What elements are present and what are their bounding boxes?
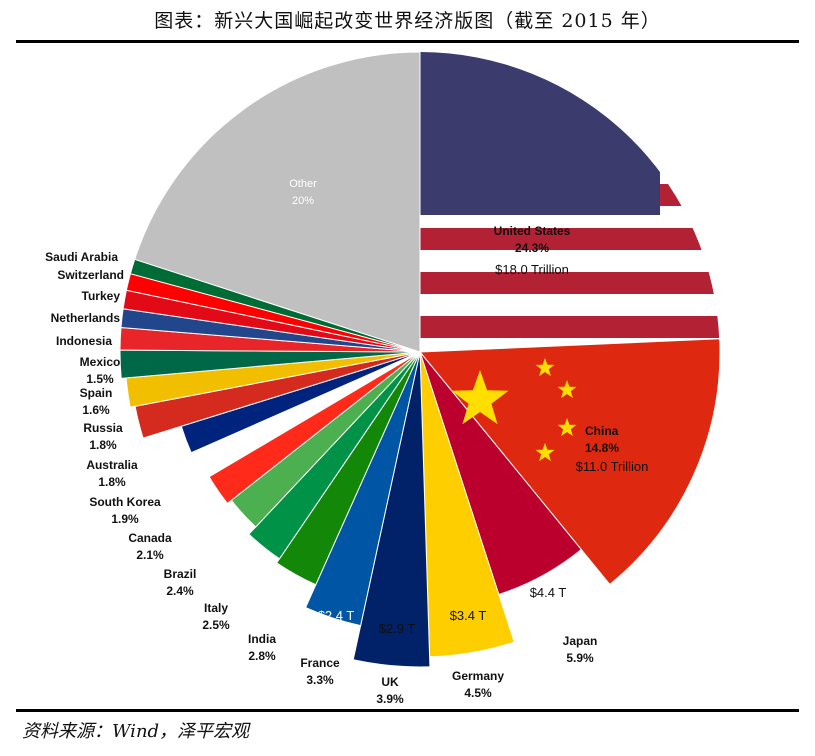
value-china: $11.0 Trillion bbox=[576, 459, 649, 474]
pct-australia: 1.8% bbox=[98, 475, 126, 489]
label-russia: Russia bbox=[83, 421, 123, 435]
top-rule bbox=[16, 40, 799, 43]
pct-russia: 1.8% bbox=[89, 438, 117, 452]
pct-japan: 5.9% bbox=[566, 651, 594, 665]
china-star-icon bbox=[535, 358, 555, 377]
chart-title: 图表：新兴大国崛起改变世界经济版图（截至 2015 年） bbox=[154, 10, 661, 32]
label-turkey: Turkey bbox=[82, 289, 121, 303]
source-note: 资料来源：Wind，泽平宏观 bbox=[22, 721, 250, 742]
label-china: China bbox=[585, 424, 619, 438]
pct-germany: 4.5% bbox=[464, 686, 492, 700]
pct-south-korea: 1.9% bbox=[111, 512, 139, 526]
pct-united-states: 24.3% bbox=[515, 241, 549, 255]
china-star-icon bbox=[535, 443, 555, 462]
pct-france: 3.3% bbox=[306, 673, 334, 687]
label-india: India bbox=[248, 632, 276, 646]
value-japan: $4.4 T bbox=[530, 585, 567, 600]
value-germany: $3.4 T bbox=[450, 608, 487, 623]
pct-canada: 2.1% bbox=[136, 548, 164, 562]
pct-india: 2.8% bbox=[248, 649, 276, 663]
us-flag-stripes bbox=[420, 52, 720, 352]
label-south-korea: South Korea bbox=[89, 495, 161, 509]
label-japan: Japan bbox=[563, 634, 598, 648]
label-france: France bbox=[300, 656, 340, 670]
pct-china: 14.8% bbox=[585, 441, 619, 455]
value-france: $2.4 T bbox=[318, 608, 355, 623]
china-star-icon bbox=[451, 370, 509, 425]
pct-mexico: 1.5% bbox=[86, 372, 114, 386]
bottom-rule bbox=[16, 709, 799, 712]
pct-other: 20% bbox=[292, 195, 314, 207]
label-indonesia: Indonesia bbox=[56, 334, 112, 348]
pie-slice-india bbox=[276, 351, 421, 586]
china-star-icon bbox=[557, 418, 577, 437]
pct-brazil: 2.4% bbox=[166, 584, 194, 598]
label-uk: UK bbox=[381, 675, 399, 689]
pct-uk: 3.9% bbox=[376, 692, 404, 706]
label-switzerland: Switzerland bbox=[57, 268, 124, 282]
label-mexico: Mexico bbox=[80, 355, 121, 369]
pct-spain: 1.6% bbox=[82, 403, 110, 417]
pie-slice-other bbox=[134, 51, 421, 353]
label-germany: Germany bbox=[452, 669, 504, 683]
label-saudi-arabia: Saudi Arabia bbox=[45, 250, 118, 264]
label-netherlands: Netherlands bbox=[51, 311, 121, 325]
pie-slice-uk bbox=[352, 351, 431, 668]
label-canada: Canada bbox=[128, 531, 172, 545]
label-australia: Australia bbox=[86, 458, 138, 472]
value-united-states: $18.0 Trillion bbox=[495, 262, 569, 277]
label-italy: Italy bbox=[204, 601, 228, 615]
china-star-icon bbox=[557, 380, 577, 399]
pct-italy: 2.5% bbox=[202, 618, 230, 632]
value-uk: $2.9 T bbox=[379, 621, 416, 636]
label-brazil: Brazil bbox=[164, 567, 197, 581]
label-other: Other bbox=[289, 178, 317, 190]
label-spain: Spain bbox=[80, 386, 113, 400]
pie-slice-italy bbox=[248, 351, 421, 560]
pie-slice-france bbox=[304, 351, 421, 627]
label-united-states: United States bbox=[494, 224, 571, 238]
